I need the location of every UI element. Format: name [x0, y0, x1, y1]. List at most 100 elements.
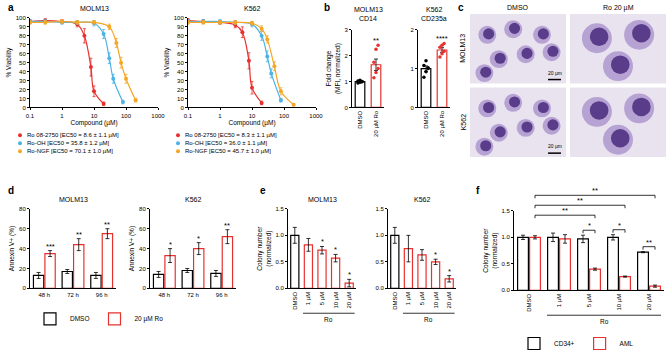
svg-text:10: 10: [249, 113, 256, 119]
svg-text:% Viability: % Viability: [5, 47, 13, 78]
svg-text:0.5: 0.5: [375, 259, 384, 265]
svg-text:72 h: 72 h: [67, 292, 79, 298]
svg-text:20: 20: [139, 266, 146, 272]
svg-text:30: 30: [19, 78, 26, 84]
svg-text:1.0: 1.0: [275, 232, 284, 238]
svg-text:80: 80: [177, 33, 184, 39]
svg-text:Annexin V+ (%): Annexin V+ (%): [128, 226, 136, 271]
svg-text:*: *: [588, 221, 591, 230]
svg-text:40: 40: [177, 69, 184, 75]
svg-text:0.1: 0.1: [184, 113, 193, 119]
svg-text:40: 40: [139, 246, 146, 252]
svg-text:MOLM13: MOLM13: [308, 196, 337, 203]
svg-text:20: 20: [19, 266, 26, 272]
svg-text:10: 10: [177, 96, 184, 102]
svg-text:50: 50: [177, 60, 184, 66]
svg-text:d: d: [8, 185, 14, 196]
svg-text:60: 60: [177, 51, 184, 57]
svg-text:20 µm: 20 µm: [548, 143, 562, 149]
svg-text:1.5: 1.5: [275, 206, 284, 212]
svg-text:MOLM13: MOLM13: [459, 34, 466, 63]
svg-text:*: *: [169, 240, 172, 249]
svg-text:**: **: [646, 238, 652, 247]
svg-text:a: a: [8, 2, 14, 13]
svg-text:20 µM: 20 µM: [646, 294, 652, 311]
svg-text:DMSO: DMSO: [507, 4, 529, 11]
svg-text:5 µM: 5 µM: [419, 292, 425, 305]
svg-text:10: 10: [91, 113, 98, 119]
svg-text:Compound (µM): Compound (µM): [228, 119, 275, 127]
svg-text:1000: 1000: [309, 113, 323, 119]
svg-text:20 µM Ro: 20 µM Ro: [373, 110, 379, 137]
svg-text:**: **: [577, 196, 583, 205]
svg-text:CD235a: CD235a: [421, 15, 447, 22]
svg-text:80: 80: [19, 206, 26, 212]
svg-text:Compound (µM): Compound (µM): [70, 119, 117, 127]
svg-text:2: 2: [344, 53, 348, 59]
svg-text:DMSO: DMSO: [292, 291, 298, 309]
svg-text:MOLM13: MOLM13: [59, 196, 88, 203]
svg-text:0: 0: [142, 285, 146, 291]
svg-text:0.5: 0.5: [275, 259, 284, 265]
svg-text:Colony number(normalized): Colony number(normalized): [256, 226, 272, 271]
svg-text:% Viability: % Viability: [163, 47, 171, 78]
svg-text:100: 100: [16, 15, 27, 21]
svg-text:Ro 20 µM: Ro 20 µM: [603, 4, 634, 12]
svg-text:****: ****: [436, 34, 448, 43]
svg-text:20 µM Ro: 20 µM Ro: [439, 110, 445, 137]
svg-text:Colony number(normalized): Colony number(normalized): [482, 228, 498, 273]
svg-text:**: **: [224, 221, 230, 230]
svg-text:0: 0: [22, 104, 26, 110]
svg-text:40: 40: [19, 69, 26, 75]
svg-text:5 µM: 5 µM: [586, 294, 592, 307]
svg-text:1.5: 1.5: [375, 206, 384, 212]
svg-text:MOLM13: MOLM13: [80, 5, 109, 12]
svg-text:c: c: [458, 2, 464, 13]
svg-text:10 µM: 10 µM: [616, 294, 622, 311]
svg-text:5 µM: 5 µM: [319, 292, 325, 305]
svg-text:Ro-NGF [EC50 = 70.1 ± 1.0 µM]: Ro-NGF [EC50 = 70.1 ± 1.0 µM]: [27, 148, 113, 154]
svg-text:20 µM Ro: 20 µM Ro: [135, 315, 164, 323]
svg-text:**: **: [76, 230, 82, 239]
svg-text:Ro: Ro: [424, 316, 433, 323]
svg-text:100: 100: [279, 113, 290, 119]
svg-text:Ro-OH [EC50 = 35.8 ± 1.2 µM]: Ro-OH [EC50 = 35.8 ± 1.2 µM]: [27, 140, 110, 146]
svg-text:b: b: [324, 2, 330, 13]
svg-text:1: 1: [410, 66, 414, 72]
svg-text:0: 0: [22, 285, 26, 291]
svg-text:48 h: 48 h: [158, 292, 170, 298]
svg-text:1 µM: 1 µM: [405, 292, 411, 305]
svg-text:*: *: [448, 267, 451, 276]
svg-text:60: 60: [19, 51, 26, 57]
svg-text:DMSO: DMSO: [392, 291, 398, 309]
svg-text:96 h: 96 h: [216, 292, 228, 298]
svg-text:CD14: CD14: [359, 15, 377, 22]
svg-text:0.1: 0.1: [26, 113, 35, 119]
svg-text:80: 80: [19, 33, 26, 39]
svg-text:60: 60: [19, 226, 26, 232]
svg-text:72 h: 72 h: [187, 292, 199, 298]
svg-text:**: **: [104, 220, 110, 229]
svg-text:1: 1: [60, 113, 64, 119]
svg-text:10: 10: [19, 96, 26, 102]
svg-text:Ro-NGF [EC50 = 45.7 ± 1.0 µM]: Ro-NGF [EC50 = 45.7 ± 1.0 µM]: [185, 148, 271, 154]
svg-text:1: 1: [218, 113, 222, 119]
svg-text:**: **: [592, 186, 598, 195]
svg-text:90: 90: [177, 24, 184, 30]
svg-text:CD34+: CD34+: [554, 340, 575, 347]
svg-text:Ro 08-2750 [EC50 = 8.3 ± 1.1 µ: Ro 08-2750 [EC50 = 8.3 ± 1.1 µM]: [185, 132, 277, 138]
svg-text:Ro: Ro: [600, 318, 609, 325]
svg-text:0.0: 0.0: [275, 285, 284, 291]
svg-text:*: *: [334, 245, 337, 254]
svg-text:*: *: [197, 234, 200, 243]
svg-text:DMSO: DMSO: [357, 110, 363, 128]
svg-text:***: ***: [46, 242, 55, 251]
svg-text:Ro 08-2750 [EC50 = 8.6 ± 1.1 µ: Ro 08-2750 [EC50 = 8.6 ± 1.1 µM]: [27, 132, 119, 138]
svg-text:48 h: 48 h: [38, 292, 50, 298]
svg-text:0.5: 0.5: [501, 261, 510, 267]
svg-text:20 µM: 20 µM: [346, 292, 352, 309]
svg-text:2: 2: [410, 27, 414, 33]
svg-text:MOLM13: MOLM13: [354, 6, 383, 13]
svg-text:K562: K562: [244, 5, 260, 12]
svg-text:3: 3: [344, 27, 348, 33]
